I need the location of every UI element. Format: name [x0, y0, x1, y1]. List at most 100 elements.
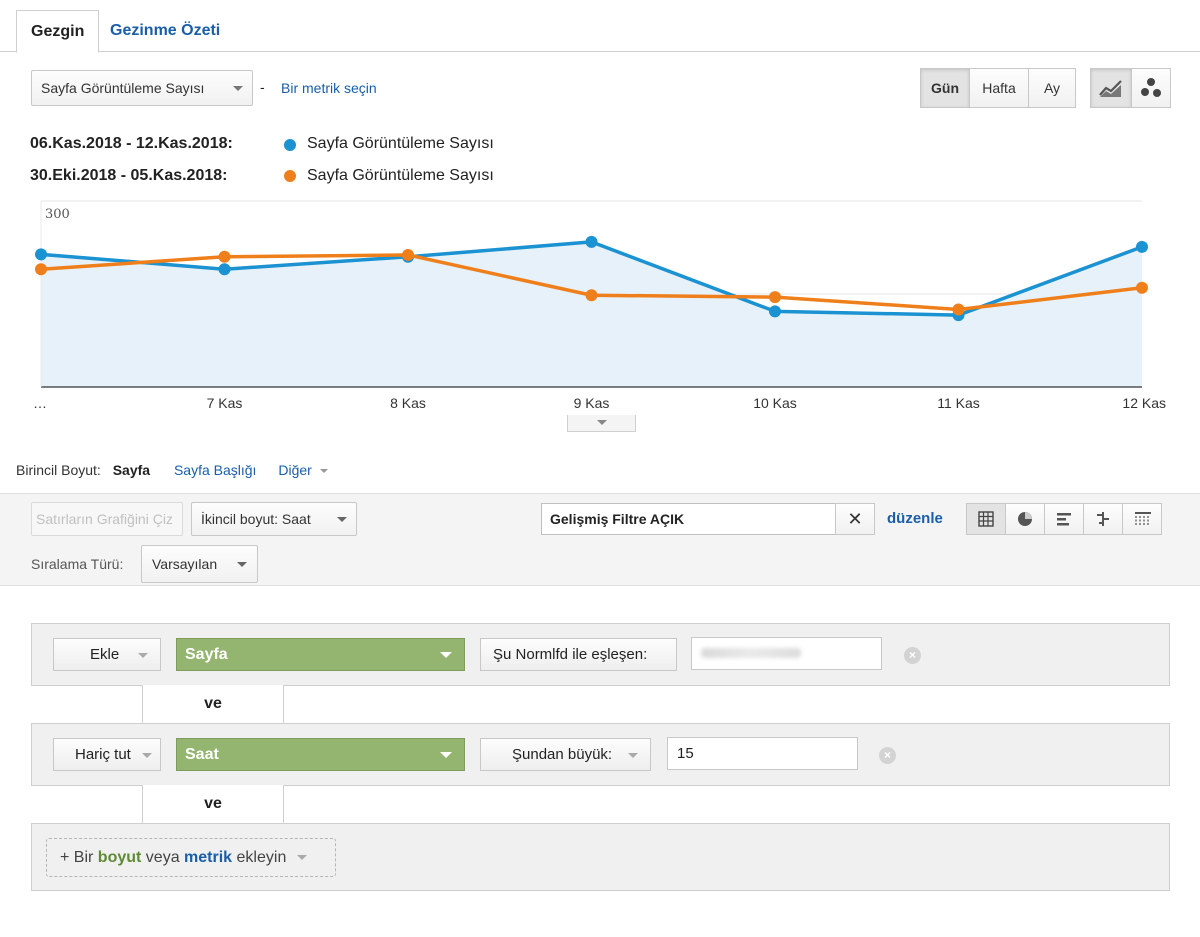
advanced-filter-value: Gelişmiş Filtre AÇIK [550, 511, 685, 527]
filter-dimension-value-2: Saat [185, 746, 219, 763]
add-dimension-or-metric-button[interactable]: + Bir boyut veya metrik ekleyin [46, 838, 336, 877]
legend-dot-previous [284, 170, 296, 182]
legend-metric-current: Sayfa Görüntüleme Sayısı [307, 135, 494, 152]
remove-condition-icon[interactable]: × [904, 647, 921, 664]
line-chart-icon [1099, 80, 1122, 97]
remove-condition-icon[interactable]: × [879, 747, 896, 764]
comparison-view-icon [1097, 512, 1109, 526]
filter-value-text-2: 15 [677, 745, 694, 762]
period-month-button[interactable]: Ay [1028, 68, 1076, 108]
legend-date-current: 06.Kas.2018 - 12.Kas.2018: [30, 135, 233, 152]
data-point [585, 289, 598, 302]
secondary-dimension-select[interactable]: İkincil boyut: Saat [191, 502, 357, 536]
advanced-filter-input[interactable]: Gelişmiş Filtre AÇIK [541, 503, 836, 535]
data-point [585, 235, 598, 248]
chevron-down-icon [296, 855, 307, 861]
filter-dimension-select-1[interactable]: Sayfa [176, 638, 465, 671]
data-point [402, 248, 414, 261]
close-icon: ✕ [847, 509, 863, 529]
filter-value-input-2[interactable]: 15 [667, 737, 858, 770]
add-condition-panel [31, 823, 1170, 891]
legend-metric-previous: Sayfa Görüntüleme Sayısı [307, 167, 494, 184]
chevron-down-icon [440, 752, 452, 758]
chevron-down-icon [628, 753, 638, 758]
metric-separator: - [260, 79, 265, 95]
pie-view-button[interactable] [1006, 504, 1045, 534]
period-week-button[interactable]: Hafta [969, 68, 1029, 108]
pie-view-icon [1018, 512, 1032, 526]
and-connector-2: ve [142, 785, 284, 825]
filter-value-input-1[interactable] [691, 637, 882, 670]
x-tick-label: 9 Kas [574, 395, 610, 411]
filter-mode-value-2: Hariç tut [75, 746, 131, 763]
primary-dimension-other[interactable]: Diğer [278, 462, 312, 478]
tab-gezgin[interactable]: Gezgin [16, 10, 100, 53]
redacted-value [701, 648, 801, 658]
motion-chart-icon [1141, 78, 1161, 97]
x-tick-label: 12 Kas [1122, 395, 1166, 411]
data-point [1136, 240, 1148, 253]
and-connector-1: ve [142, 685, 284, 725]
x-tick-label: 11 Kas [937, 395, 980, 411]
secondary-dimension-value: İkincil boyut: Saat [201, 511, 311, 527]
filter-dimension-select-2[interactable]: Saat [176, 738, 465, 771]
chart-collapse-toggle[interactable] [567, 415, 636, 432]
chevron-down-icon [319, 469, 328, 474]
filter-operator-select-1[interactable]: Şu Normlfd ile eşleşen: [480, 638, 677, 671]
plot-rows-button[interactable]: Satırların Grafiğini Çiz [31, 502, 183, 536]
line-chart-button[interactable] [1090, 68, 1132, 108]
legend-dot-current [284, 139, 296, 151]
data-point [769, 291, 781, 304]
chevron-down-icon [237, 562, 247, 567]
data-point [218, 250, 231, 263]
filter-mode-select-1[interactable]: Ekle [53, 638, 161, 671]
filter-operator-value-2: Şundan büyük: [512, 746, 613, 763]
chevron-down-icon [233, 86, 243, 91]
chevron-down-icon [138, 653, 148, 658]
filter-mode-select-2[interactable]: Hariç tut [53, 738, 161, 771]
x-tick-label: 10 Kas [753, 395, 797, 411]
add-middle: veya [145, 849, 180, 866]
bar-view-button[interactable] [1045, 504, 1084, 534]
add-metrik: metrik [184, 849, 233, 866]
pivot-view-button[interactable] [1123, 504, 1162, 534]
filter-mode-value-1: Ekle [90, 646, 120, 663]
plot-rows-label: Satırların Grafiğini Çiz [36, 511, 173, 527]
motion-chart-button[interactable] [1131, 68, 1171, 108]
primary-dimension-active: Sayfa [112, 462, 151, 478]
sort-type-select[interactable]: Varsayılan [141, 545, 258, 583]
clear-filter-button[interactable]: ✕ [835, 503, 875, 535]
period-day-button[interactable]: Gün [920, 68, 970, 108]
bar-view-icon [1057, 513, 1071, 526]
table-view-button[interactable] [967, 504, 1006, 534]
data-point [769, 305, 781, 318]
filter-operator-value-1: Şu Normlfd ile eşleşen: [493, 646, 648, 663]
metric-select[interactable]: Sayfa Görüntüleme Sayısı [31, 70, 253, 106]
table-view-icon [978, 511, 994, 527]
metric-select-value: Sayfa Görüntüleme Sayısı [41, 80, 205, 96]
data-point [1136, 281, 1148, 294]
data-point [35, 248, 47, 261]
x-tick-label: 8 Kas [390, 395, 426, 411]
legend-row-previous: 30.Eki.2018 - 05.Kas.2018: [30, 167, 227, 185]
tab-gezinme-ozeti[interactable]: Gezinme Özeti [110, 22, 221, 39]
second-metric-link[interactable]: Bir metrik seçin [281, 80, 377, 96]
y-tick-label: 300 [45, 207, 70, 222]
legend-row-current: 06.Kas.2018 - 12.Kas.2018: [30, 135, 233, 153]
chevron-down-icon [440, 652, 452, 658]
tab-bar: Gezgin Gezinme Özeti [0, 0, 1200, 53]
sort-type-value: Varsayılan [152, 556, 218, 572]
chevron-down-icon [142, 753, 152, 758]
primary-dimension-page-title[interactable]: Sayfa Başlığı [173, 462, 257, 478]
x-tick-label: 7 Kas [207, 395, 243, 411]
edit-filter-link[interactable]: düzenle [887, 510, 943, 527]
filter-operator-select-2[interactable]: Şundan büyük: [480, 738, 651, 771]
sort-type-label: Sıralama Türü: [31, 556, 124, 572]
filter-dimension-value-1: Sayfa [185, 646, 228, 663]
chevron-down-icon [597, 420, 607, 425]
comparison-view-button[interactable] [1084, 504, 1123, 534]
view-switcher [966, 503, 1162, 535]
data-point [218, 263, 231, 276]
data-point [952, 303, 965, 316]
